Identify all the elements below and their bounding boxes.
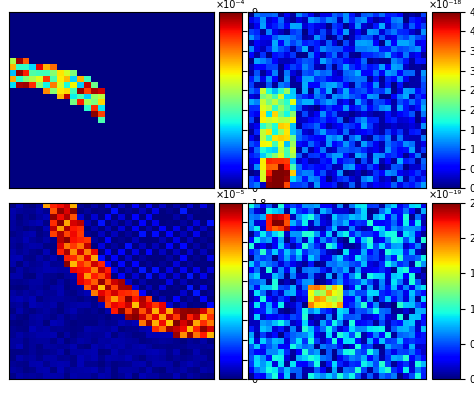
Title: ×10⁻⁴: ×10⁻⁴ [216, 0, 246, 10]
Title: ×10⁻¹⁹: ×10⁻¹⁹ [429, 190, 462, 200]
Title: ×10⁻¹⁸: ×10⁻¹⁸ [429, 0, 462, 10]
Title: ×10⁻⁵: ×10⁻⁵ [216, 190, 246, 200]
